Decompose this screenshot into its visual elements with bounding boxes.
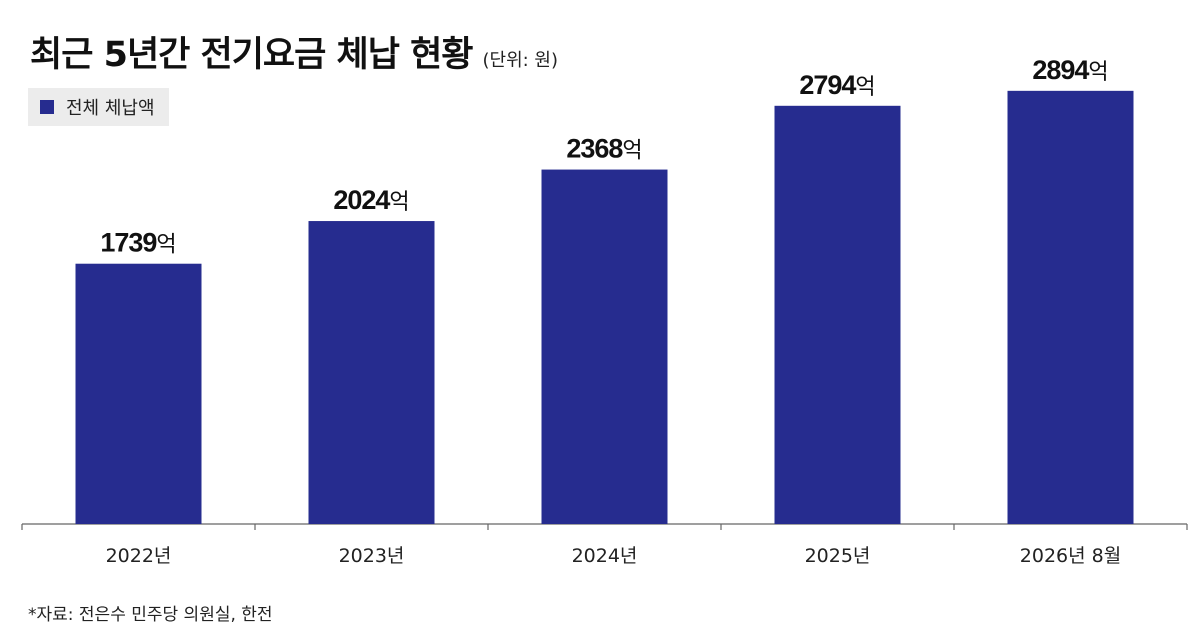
title-row: 최근 5년간 전기요금 체납 현황 (단위: 원)	[30, 26, 558, 77]
x-tick-label: 2023년	[339, 545, 405, 567]
legend: 전체 체납액	[28, 88, 169, 126]
bar	[308, 221, 435, 524]
data-label: 2024억	[333, 185, 409, 215]
bar	[1007, 90, 1134, 524]
x-tick-label: 2024년	[572, 545, 638, 567]
bar	[541, 169, 668, 524]
legend-label: 전체 체납액	[66, 98, 155, 119]
data-label: 1739억	[100, 228, 176, 258]
data-label: 2368억	[566, 134, 642, 164]
data-label: 2894억	[1032, 55, 1108, 85]
legend-swatch	[40, 100, 54, 114]
x-tick-label: 2025년	[805, 545, 871, 567]
bar	[75, 263, 202, 524]
x-tick-label: 2026년 8월	[1020, 545, 1121, 567]
chart-title: 최근 5년간 전기요금 체납 현황	[30, 35, 473, 75]
unit-label: (단위: 원)	[482, 50, 559, 71]
x-tick-label: 2022년	[106, 545, 172, 567]
bar	[774, 105, 901, 524]
data-label: 2794억	[799, 70, 875, 100]
source-note: *자료: 전은수 민주당 의원실, 한전	[28, 605, 273, 625]
